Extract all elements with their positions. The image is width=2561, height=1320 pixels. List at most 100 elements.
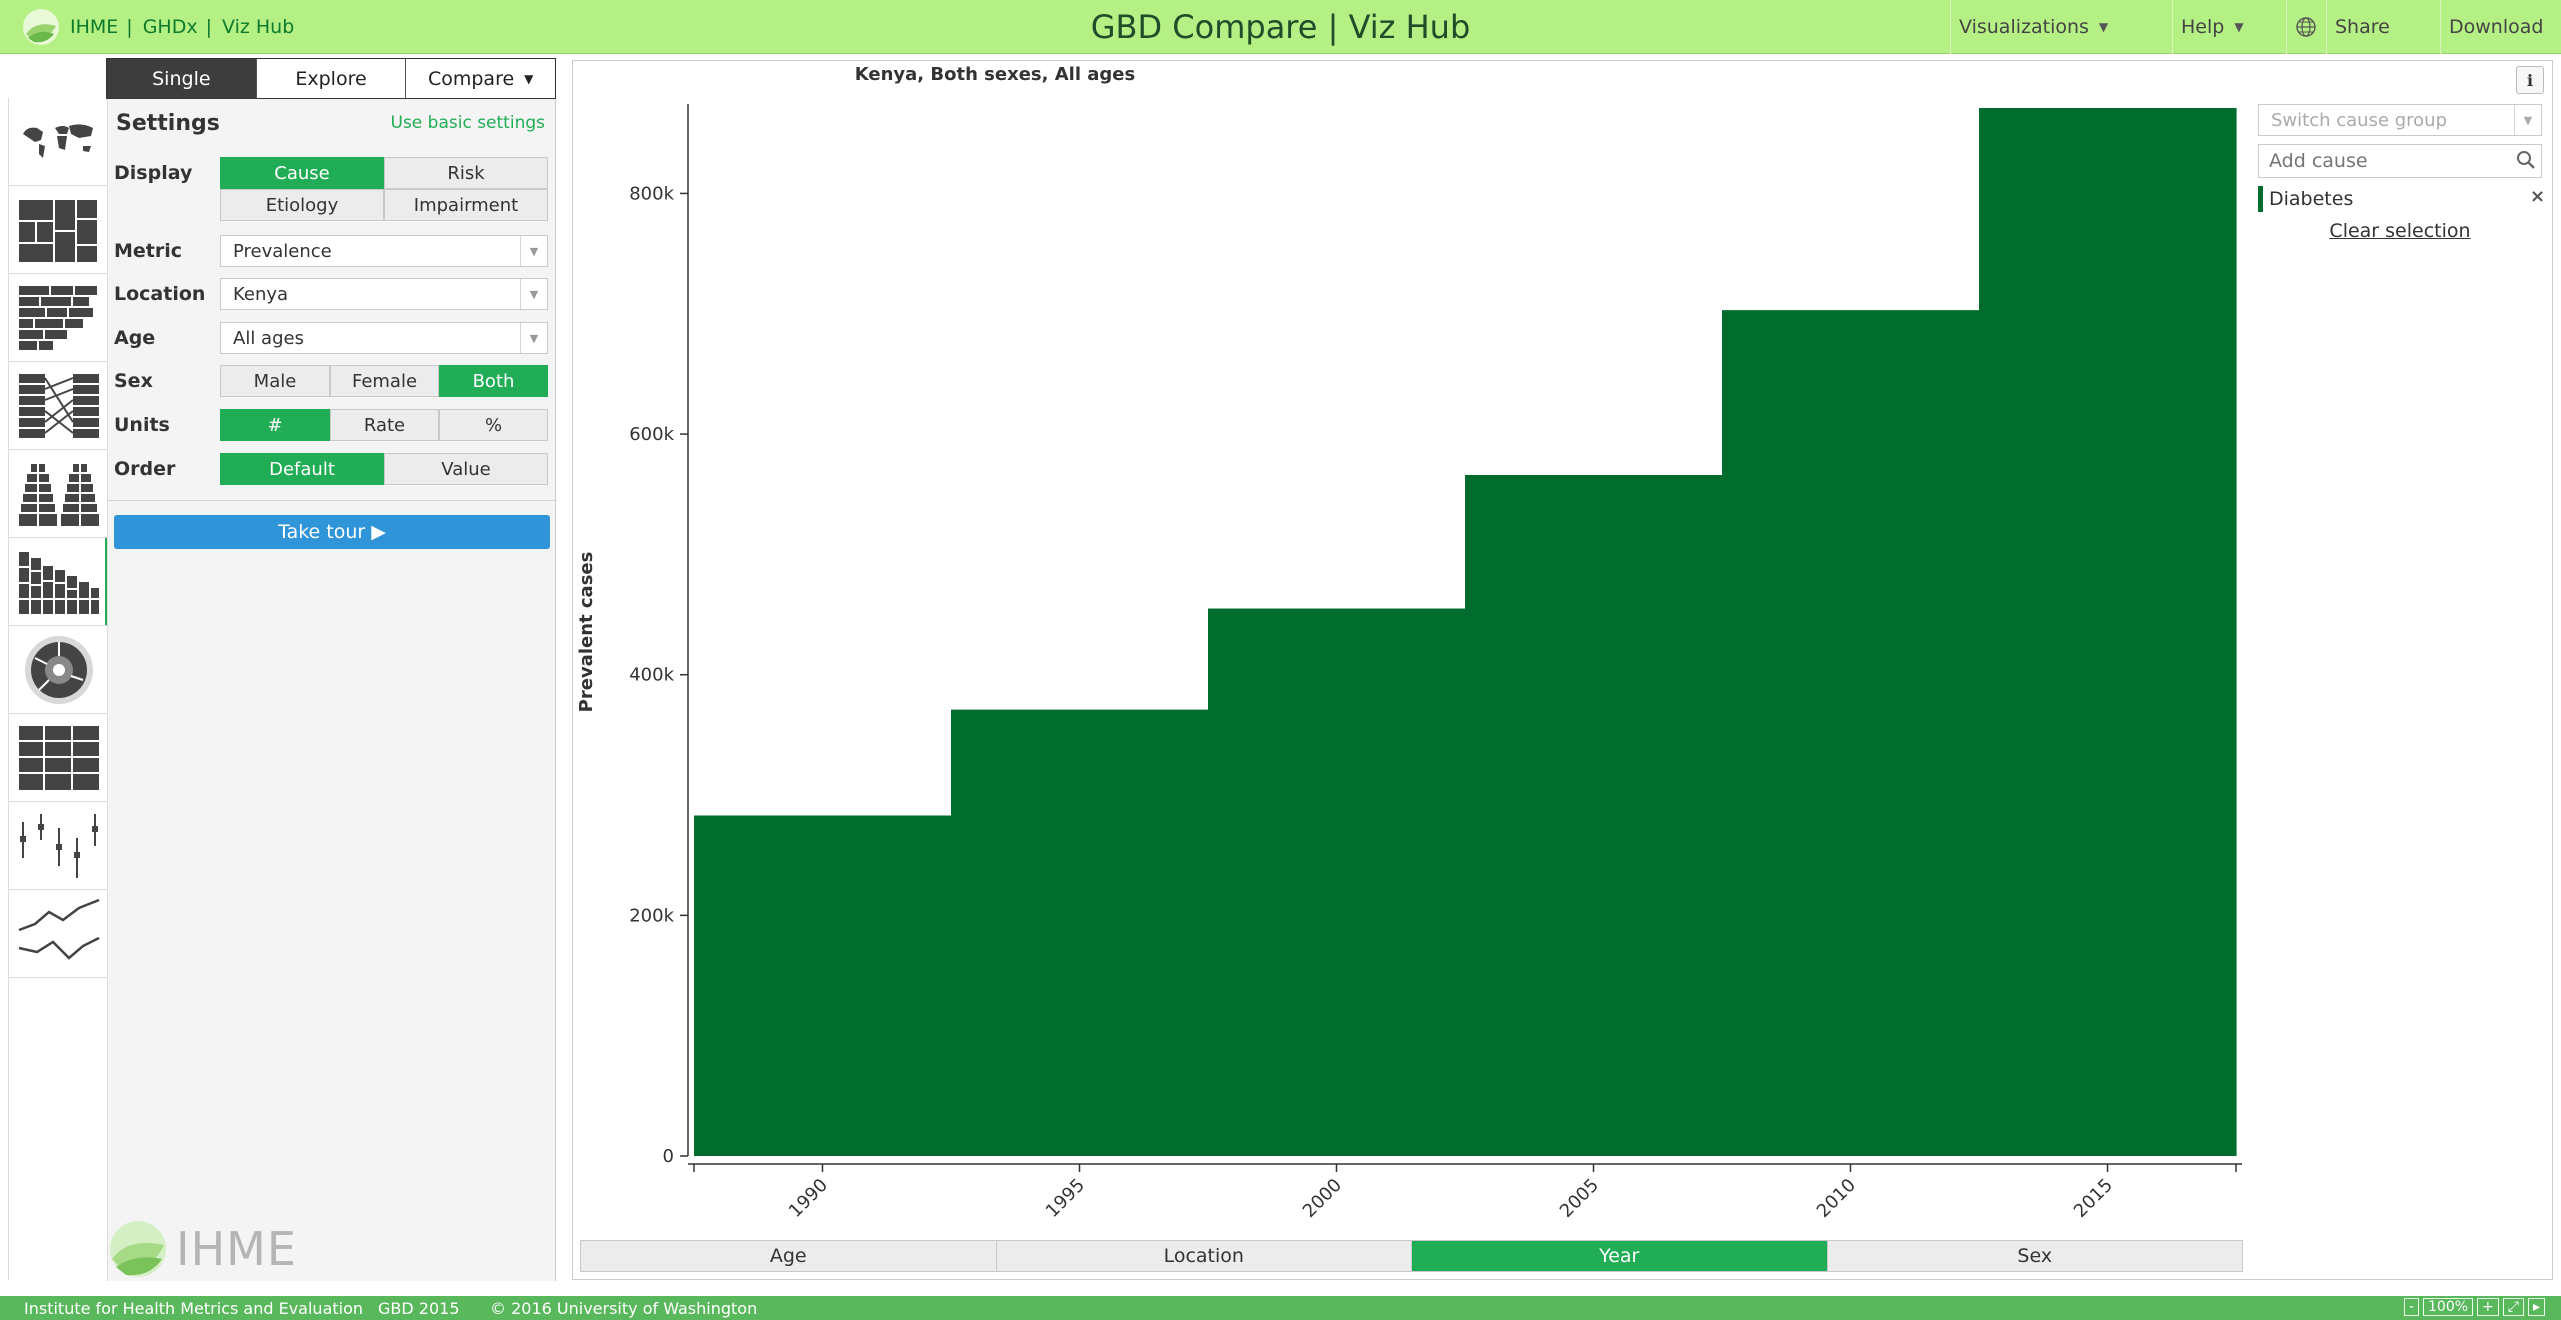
bar-chart-icon <box>19 552 99 614</box>
help-menu[interactable]: Help ▼ <box>2172 0 2286 54</box>
search-icon[interactable] <box>2516 150 2536 170</box>
order-options: Default Value <box>220 453 548 485</box>
ihme-logo-icon[interactable] <box>22 8 60 46</box>
sex-female-button[interactable]: Female <box>330 365 439 397</box>
dimension-tab-year[interactable]: Year <box>1412 1241 1828 1271</box>
y-axis-title: Prevalent cases <box>576 552 597 713</box>
rail-item-pyramid[interactable] <box>9 450 109 538</box>
area-step-2000[interactable] <box>1208 608 1466 1156</box>
location-select[interactable]: Kenya ▼ <box>220 278 548 310</box>
take-tour-button[interactable]: Take tour ▶ <box>114 515 550 549</box>
rail-item-heatmap[interactable] <box>9 714 109 802</box>
chart-plot-area <box>694 108 2237 1156</box>
globe-icon <box>2296 17 2316 37</box>
play-icon[interactable]: ▸ <box>2527 1298 2545 1316</box>
area-step-1995[interactable] <box>951 709 1209 1156</box>
tab-single[interactable]: Single <box>107 59 257 98</box>
chevron-down-icon: ▼ <box>520 323 547 353</box>
remove-cause-close-icon[interactable]: × <box>2530 186 2546 207</box>
sex-both-button[interactable]: Both <box>439 365 548 397</box>
mode-tabs: Single Explore Compare ▼ <box>106 58 556 99</box>
fullscreen-icon[interactable]: ⤢ <box>2502 1298 2524 1316</box>
share-button[interactable]: Share <box>2326 0 2440 54</box>
ihme-footer-logo: IHME <box>108 1219 297 1279</box>
tab-compare[interactable]: Compare ▼ <box>406 59 556 98</box>
info-button[interactable]: i <box>2516 66 2544 94</box>
dimension-tab-age[interactable]: Age <box>581 1241 997 1271</box>
cause-group-placeholder: Switch cause group <box>2271 109 2448 131</box>
location-label: Location <box>114 283 206 305</box>
zoom-in-button[interactable]: + <box>2477 1298 2499 1316</box>
rail-item-map[interactable] <box>9 98 109 186</box>
rail-item-arrow-diagram[interactable] <box>9 362 109 450</box>
x-tick-label: 2010 <box>1813 1175 1860 1222</box>
page-footer: Institute for Health Metrics and Evaluat… <box>0 1296 2561 1320</box>
zoom-out-button[interactable]: - <box>2403 1298 2419 1316</box>
brand: IHME | GHDx | Viz Hub <box>22 8 294 46</box>
area-step-2010[interactable] <box>1722 310 1980 1156</box>
units-percent-button[interactable]: % <box>439 409 548 441</box>
pyramid-icon <box>19 464 99 526</box>
rail-item-line-chart[interactable] <box>9 890 109 978</box>
language-button[interactable] <box>2286 0 2326 54</box>
age-value: All ages <box>233 327 304 349</box>
selected-cause-item[interactable]: Diabetes <box>2258 186 2542 212</box>
display-risk-button[interactable]: Risk <box>384 157 548 189</box>
age-select[interactable]: All ages ▼ <box>220 322 548 354</box>
area-step-2015[interactable] <box>1979 108 2237 1156</box>
chevron-down-icon: ▼ <box>520 236 547 266</box>
use-basic-settings-link[interactable]: Use basic settings <box>390 113 546 133</box>
add-cause-input[interactable] <box>2258 144 2542 178</box>
area-step-2005[interactable] <box>1465 474 1723 1156</box>
clear-selection-link[interactable]: Clear selection <box>2329 220 2471 242</box>
settings-divider <box>108 500 557 501</box>
display-options: Cause Risk Etiology Impairment <box>220 157 548 221</box>
tab-explore[interactable]: Explore <box>256 59 407 98</box>
rail-item-sunburst[interactable] <box>9 626 109 714</box>
chevron-down-icon: ▼ <box>2514 105 2541 135</box>
selected-cause-label: Diabetes <box>2269 188 2354 210</box>
order-label: Order <box>114 458 176 480</box>
line-chart-icon <box>18 898 100 960</box>
world-map-icon <box>23 124 93 158</box>
share-label: Share <box>2335 16 2390 38</box>
chevron-down-icon: ▼ <box>520 279 547 309</box>
download-button[interactable]: Download <box>2440 0 2561 54</box>
footer-org: Institute for Health Metrics and Evaluat… <box>24 1299 364 1318</box>
zoom-controls: - 100% + ⤢ ▸ <box>2403 1298 2545 1316</box>
ihme-link[interactable]: IHME <box>70 16 119 38</box>
visualizations-menu[interactable]: Visualizations ▼ <box>1950 0 2172 54</box>
units-number-button[interactable]: # <box>220 409 330 441</box>
switch-cause-group-select[interactable]: Switch cause group ▼ <box>2258 104 2542 136</box>
y-tick-label: 800k <box>629 183 674 204</box>
caret-down-icon: ▼ <box>2234 20 2244 34</box>
x-tick-label: 2005 <box>1556 1175 1603 1222</box>
ghdx-link[interactable]: GHDx <box>142 16 198 38</box>
visualization-rail <box>8 98 109 1280</box>
rail-item-treemap[interactable] <box>9 186 109 274</box>
dimension-tab-sex[interactable]: Sex <box>1827 1241 2242 1271</box>
dimension-tabs: Age Location Year Sex <box>580 1240 2243 1272</box>
display-impairment-button[interactable]: Impairment <box>384 189 548 221</box>
order-default-button[interactable]: Default <box>220 453 384 485</box>
metric-label: Metric <box>114 240 183 262</box>
viz-hub-link[interactable]: Viz Hub <box>222 16 295 38</box>
metric-select[interactable]: Prevalence ▼ <box>220 235 548 267</box>
footer-edition: GBD 2015 <box>378 1299 460 1318</box>
settings-panel: Settings Use basic settings Display Caus… <box>107 99 557 1281</box>
location-value: Kenya <box>233 283 289 305</box>
units-rate-button[interactable]: Rate <box>330 409 439 441</box>
sex-male-button[interactable]: Male <box>220 365 330 397</box>
rail-item-uncertainty[interactable] <box>9 802 109 890</box>
arrow-diagram-icon <box>19 374 99 438</box>
area-step-1990[interactable] <box>694 815 952 1156</box>
y-tick-label: 0 <box>663 1146 674 1167</box>
dimension-tab-location[interactable]: Location <box>996 1241 1412 1271</box>
rail-item-bar-chart[interactable] <box>9 538 109 626</box>
caret-down-icon: ▼ <box>524 71 534 86</box>
order-value-button[interactable]: Value <box>384 453 548 485</box>
display-cause-button[interactable]: Cause <box>220 157 384 189</box>
rail-item-stacked-bar[interactable] <box>9 274 109 362</box>
x-tick-label: 2015 <box>2070 1175 2117 1222</box>
display-etiology-button[interactable]: Etiology <box>220 189 384 221</box>
